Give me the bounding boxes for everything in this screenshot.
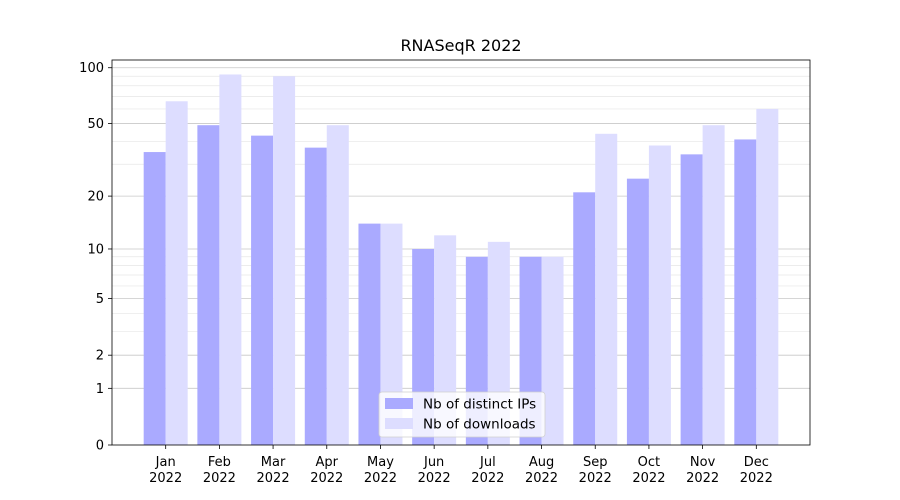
legend-swatch	[385, 418, 413, 429]
x-tick-label-year: 2022	[686, 471, 719, 486]
bar-distinct-ips	[197, 125, 220, 445]
y-tick-label: 100	[79, 61, 104, 76]
x-tick-label-month: Aug	[529, 455, 554, 470]
bar-downloads	[219, 74, 242, 445]
bar-downloads	[756, 108, 779, 445]
x-tick-label-month: Sep	[583, 455, 608, 470]
bar-distinct-ips	[304, 147, 327, 445]
y-tick-label: 10	[87, 242, 104, 257]
x-tick-label-month: Dec	[744, 455, 769, 470]
x-tick-label-year: 2022	[149, 471, 182, 486]
bar-downloads	[702, 125, 725, 445]
x-tick-label-year: 2022	[740, 471, 773, 486]
bar-downloads	[326, 125, 349, 445]
plot-frame	[111, 59, 811, 446]
bar-distinct-ips	[573, 192, 596, 445]
legend: Nb of distinct IPs Nb of downloads	[378, 391, 546, 438]
y-tick-label: 5	[96, 292, 104, 307]
x-tick-label-month: Jul	[479, 455, 496, 470]
x-tick-label-year: 2022	[525, 471, 558, 486]
chart-title: RNASeqR 2022	[400, 36, 521, 55]
x-tick-label-year: 2022	[310, 471, 343, 486]
x-tick-label-year: 2022	[471, 471, 504, 486]
legend-box	[378, 391, 546, 438]
y-tick-label: 50	[87, 117, 104, 132]
bar-distinct-ips	[143, 152, 166, 445]
x-tick-label-year: 2022	[257, 471, 290, 486]
bar-downloads	[541, 256, 564, 445]
bar-distinct-ips	[734, 139, 757, 445]
y-tick-label: 1	[96, 382, 104, 397]
x-tick-label-month: Mar	[261, 455, 286, 470]
x-tick-label-year: 2022	[364, 471, 397, 486]
x-tick-label-month: Feb	[208, 455, 231, 470]
x-tick-label-year: 2022	[579, 471, 612, 486]
y-tick-label: 0	[96, 439, 104, 454]
x-tick-label-month: May	[367, 455, 394, 470]
bar-distinct-ips	[251, 135, 274, 445]
x-tick-label-month: Jan	[155, 455, 176, 470]
bar-distinct-ips	[358, 223, 381, 445]
x-tick-label-month: Jun	[423, 455, 444, 470]
x-tick-label-month: Oct	[638, 455, 660, 470]
y-tick-label: 2	[96, 349, 104, 364]
bar-distinct-ips	[680, 154, 703, 445]
bar-downloads	[273, 76, 296, 446]
legend-swatch	[385, 398, 413, 409]
bar-downloads	[165, 101, 188, 446]
x-tick-label-year: 2022	[203, 471, 236, 486]
y-tick-label: 20	[87, 190, 104, 205]
bar-downloads	[648, 145, 671, 445]
x-tick-label-month: Nov	[690, 455, 716, 470]
legend-label: Nb of distinct IPs	[423, 397, 536, 413]
axes: Jan2022Feb2022Mar2022Apr2022May2022Jun20…	[79, 59, 811, 486]
x-tick-label-year: 2022	[632, 471, 665, 486]
x-tick-label-month: Apr	[316, 455, 339, 470]
bar-downloads	[380, 223, 403, 445]
bar-distinct-ips	[626, 178, 649, 445]
legend-label: Nb of downloads	[423, 417, 536, 433]
x-tick-label-year: 2022	[418, 471, 451, 486]
bar-downloads	[595, 133, 618, 445]
